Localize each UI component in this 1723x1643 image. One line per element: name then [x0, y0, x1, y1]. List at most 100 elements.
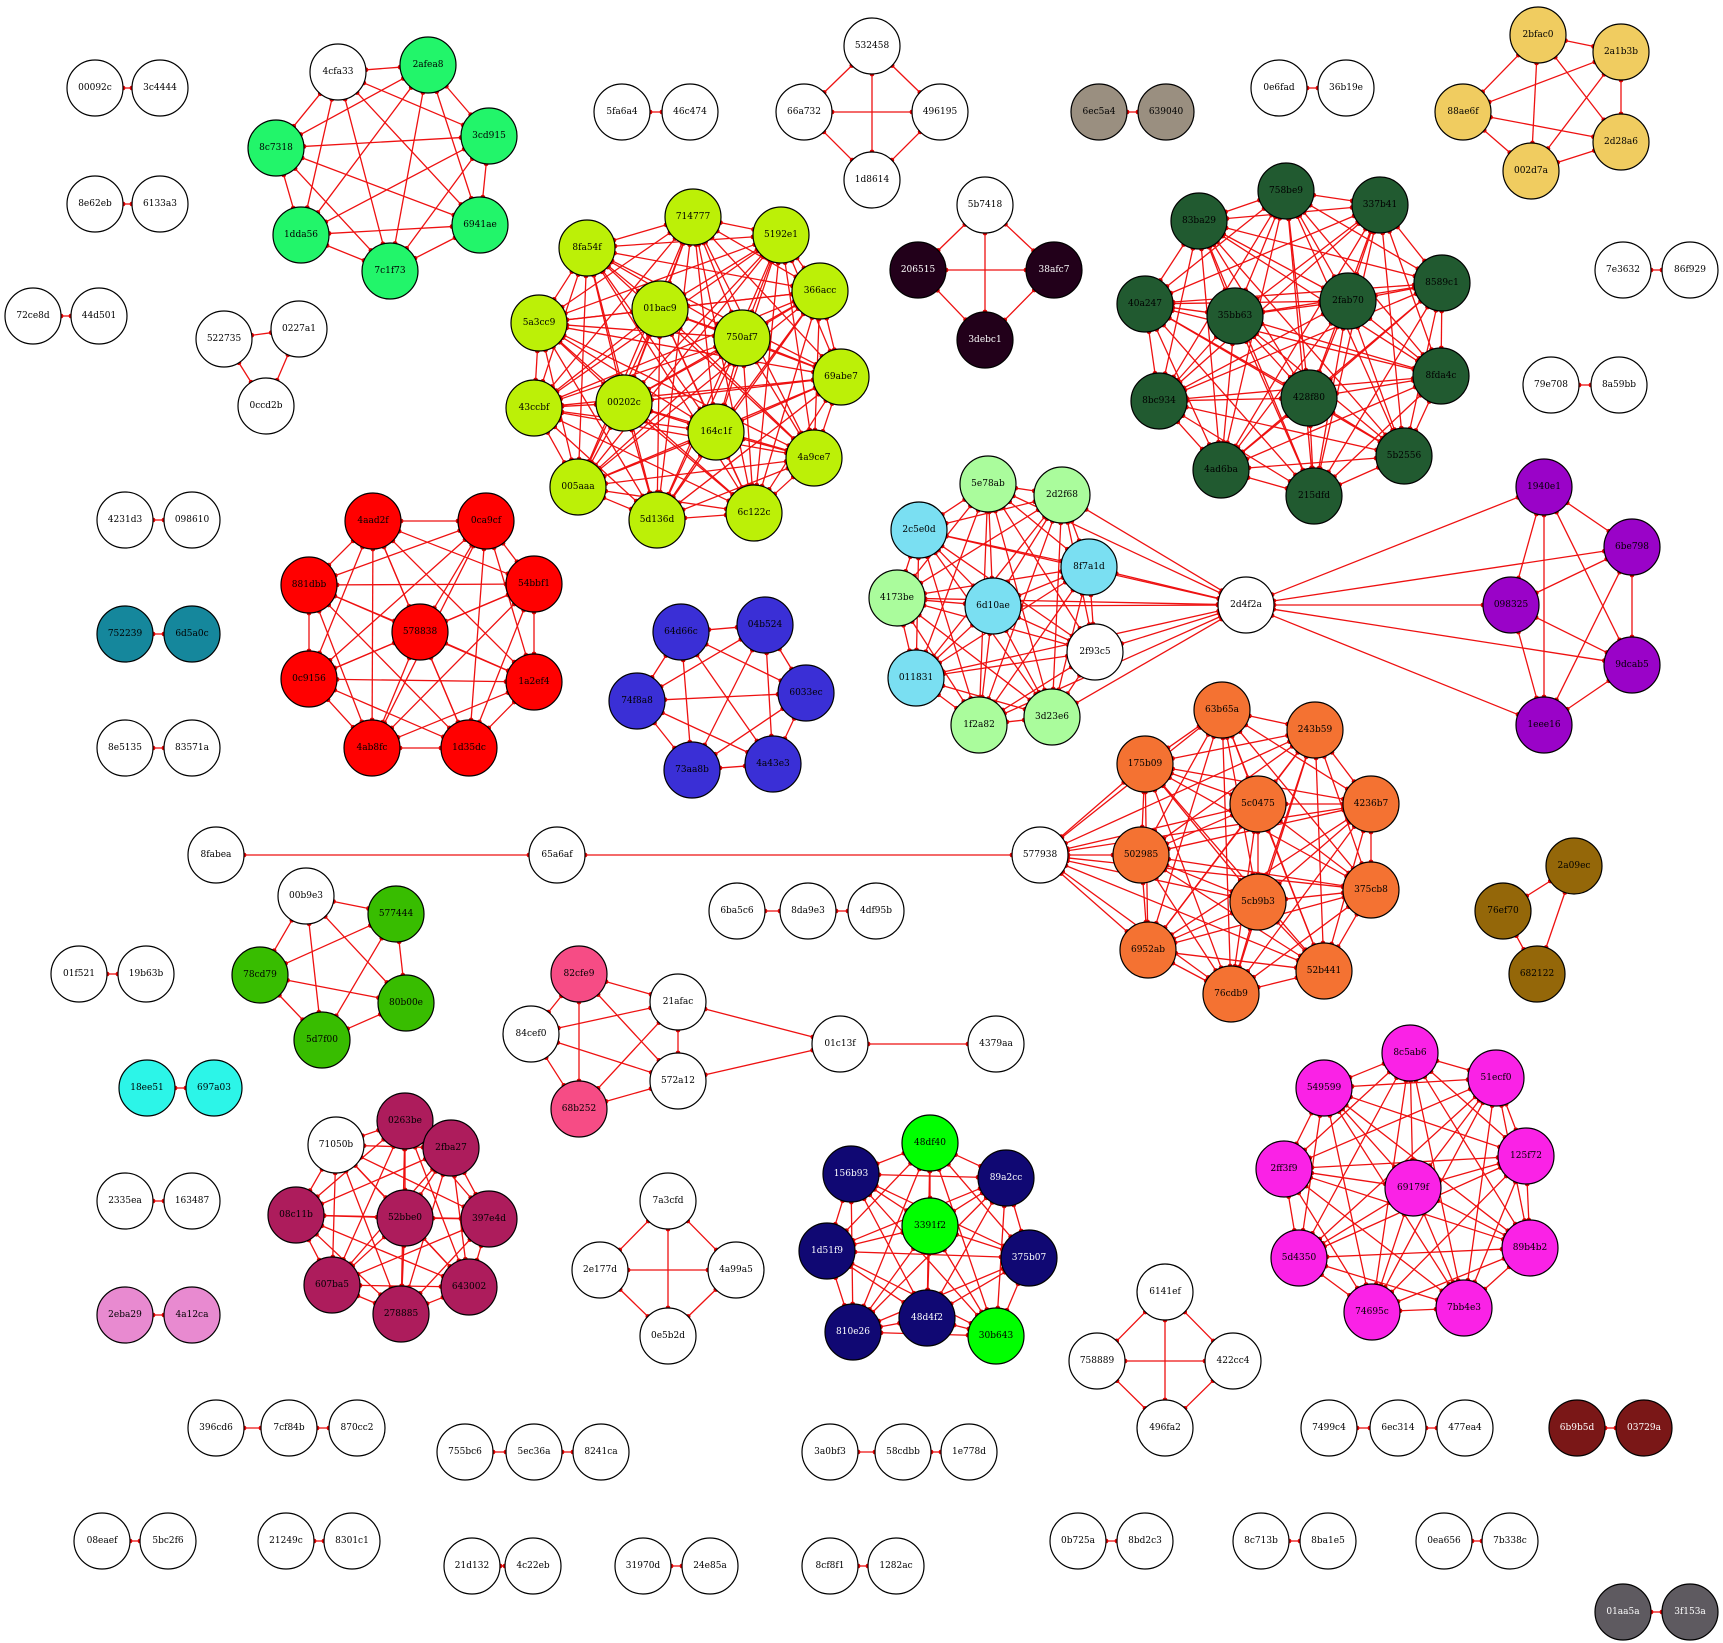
node-4a99a5[interactable]: 4a99a5 — [707, 1241, 765, 1299]
node-66a732[interactable]: 66a732 — [775, 83, 833, 141]
node-098325[interactable]: 098325 — [1482, 576, 1540, 634]
node-8e62eb[interactable]: 8e62eb — [66, 175, 124, 233]
node-8c713b[interactable]: 8c713b — [1232, 1512, 1290, 1570]
node-80b00e[interactable]: 80b00e — [377, 974, 435, 1032]
node-5d4350[interactable]: 5d4350 — [1270, 1229, 1328, 1287]
node-4ad6ba[interactable]: 4ad6ba — [1192, 441, 1250, 499]
node-1e778d[interactable]: 1e778d — [940, 1423, 998, 1481]
node-63b65a[interactable]: 63b65a — [1193, 681, 1251, 739]
node-7b338c[interactable]: 7b338c — [1481, 1512, 1539, 1570]
node-2afea8[interactable]: 2afea8 — [399, 36, 457, 94]
node-00092c[interactable]: 00092c — [66, 59, 124, 117]
node-00b9e3[interactable]: 00b9e3 — [277, 867, 335, 925]
node-496fa2[interactable]: 496fa2 — [1136, 1399, 1194, 1457]
node-01f521[interactable]: 01f521 — [50, 945, 108, 1003]
node-51ecf0[interactable]: 51ecf0 — [1467, 1049, 1525, 1107]
node-6d5a0c[interactable]: 6d5a0c — [163, 605, 221, 663]
node-278885[interactable]: 278885 — [372, 1285, 430, 1343]
node-4a43e3[interactable]: 4a43e3 — [744, 735, 802, 793]
node-164c1f[interactable]: 164c1f — [687, 403, 745, 461]
node-0ccd2b[interactable]: 0ccd2b — [237, 377, 295, 435]
node-7cf84b[interactable]: 7cf84b — [260, 1399, 318, 1457]
node-6b9b5d[interactable]: 6b9b5d — [1548, 1399, 1606, 1457]
node-46c474[interactable]: 46c474 — [661, 83, 719, 141]
node-3391f2[interactable]: 3391f2 — [901, 1197, 959, 1255]
node-2d2f68[interactable]: 2d2f68 — [1033, 466, 1091, 524]
node-428f80[interactable]: 428f80 — [1280, 369, 1338, 427]
node-7c1f73[interactable]: 7c1f73 — [361, 242, 419, 300]
node-79e708[interactable]: 79e708 — [1522, 356, 1580, 414]
node-4379aa[interactable]: 4379aa — [967, 1015, 1025, 1073]
node-83ba29[interactable]: 83ba29 — [1170, 192, 1228, 250]
node-643002[interactable]: 643002 — [440, 1258, 498, 1316]
node-8c7318[interactable]: 8c7318 — [247, 119, 305, 177]
node-6ec314[interactable]: 6ec314 — [1369, 1399, 1427, 1457]
node-2d4f2a[interactable]: 2d4f2a — [1217, 576, 1275, 634]
node-24e85a[interactable]: 24e85a — [681, 1537, 739, 1595]
node-2a1b3b[interactable]: 2a1b3b — [1592, 23, 1650, 81]
node-21d132[interactable]: 21d132 — [443, 1537, 501, 1595]
node-21afac[interactable]: 21afac — [649, 973, 707, 1031]
node-422cc4[interactable]: 422cc4 — [1204, 1332, 1262, 1390]
node-1f2a82[interactable]: 1f2a82 — [950, 696, 1008, 754]
node-3f153a[interactable]: 3f153a — [1661, 1583, 1719, 1641]
node-71050b[interactable]: 71050b — [307, 1116, 365, 1174]
node-1940e1[interactable]: 1940e1 — [1515, 458, 1573, 516]
node-40a247[interactable]: 40a247 — [1116, 275, 1174, 333]
node-35bb63[interactable]: 35bb63 — [1206, 287, 1264, 345]
node-7e3632[interactable]: 7e3632 — [1594, 241, 1652, 299]
node-502985[interactable]: 502985 — [1112, 826, 1170, 884]
node-82cfe9[interactable]: 82cfe9 — [550, 945, 608, 1003]
node-2d28a6[interactable]: 2d28a6 — [1592, 113, 1650, 171]
node-7bb4e3[interactable]: 7bb4e3 — [1435, 1279, 1493, 1337]
node-522735[interactable]: 522735 — [195, 310, 253, 368]
node-2a09ec[interactable]: 2a09ec — [1545, 837, 1603, 895]
node-5b7418[interactable]: 5b7418 — [956, 176, 1014, 234]
node-5e78ab[interactable]: 5e78ab — [959, 455, 1017, 513]
node-7499c4[interactable]: 7499c4 — [1300, 1399, 1358, 1457]
node-01bac9[interactable]: 01bac9 — [631, 280, 689, 338]
node-08c11b[interactable]: 08c11b — [267, 1186, 325, 1244]
node-755bc6[interactable]: 755bc6 — [436, 1423, 494, 1481]
node-714777[interactable]: 714777 — [664, 188, 722, 246]
node-4df95b[interactable]: 4df95b — [847, 882, 905, 940]
node-163487[interactable]: 163487 — [163, 1172, 221, 1230]
node-011831[interactable]: 011831 — [887, 649, 945, 707]
node-4a9ce7[interactable]: 4a9ce7 — [785, 429, 843, 487]
node-1eee16[interactable]: 1eee16 — [1515, 696, 1573, 754]
node-58cdbb[interactable]: 58cdbb — [874, 1423, 932, 1481]
node-38afc7[interactable]: 38afc7 — [1025, 241, 1083, 299]
node-8589c1[interactable]: 8589c1 — [1413, 254, 1471, 312]
node-01c13f[interactable]: 01c13f — [811, 1015, 869, 1073]
node-8fabea[interactable]: 8fabea — [187, 826, 245, 884]
node-8f7a1d[interactable]: 8f7a1d — [1060, 538, 1118, 596]
node-4173be[interactable]: 4173be — [868, 569, 926, 627]
node-88ae6f[interactable]: 88ae6f — [1434, 83, 1492, 141]
node-84cef0[interactable]: 84cef0 — [502, 1005, 560, 1063]
node-76ef70[interactable]: 76ef70 — [1474, 882, 1532, 940]
node-5fa6a4[interactable]: 5fa6a4 — [593, 83, 651, 141]
node-5ec36a[interactable]: 5ec36a — [505, 1423, 563, 1481]
node-8ba1e5[interactable]: 8ba1e5 — [1299, 1512, 1357, 1570]
node-76cdb9[interactable]: 76cdb9 — [1202, 965, 1260, 1023]
node-5192e1[interactable]: 5192e1 — [752, 206, 810, 264]
node-215dfd[interactable]: 215dfd — [1285, 467, 1343, 525]
node-8fa54f[interactable]: 8fa54f — [558, 219, 616, 277]
node-48df40[interactable]: 48df40 — [901, 1114, 959, 1172]
node-243b59[interactable]: 243b59 — [1286, 701, 1344, 759]
node-0227a1[interactable]: 0227a1 — [270, 300, 328, 358]
node-5d7f00[interactable]: 5d7f00 — [293, 1011, 351, 1069]
node-6033ec[interactable]: 6033ec — [777, 664, 835, 722]
node-8bc934[interactable]: 8bc934 — [1130, 372, 1188, 430]
node-00202c[interactable]: 00202c — [595, 374, 653, 432]
node-375cb8[interactable]: 375cb8 — [1342, 861, 1400, 919]
node-3c4444[interactable]: 3c4444 — [131, 59, 189, 117]
node-1d51f9[interactable]: 1d51f9 — [798, 1222, 856, 1280]
node-65a6af[interactable]: 65a6af — [528, 826, 586, 884]
node-3cd915[interactable]: 3cd915 — [460, 107, 518, 165]
node-5d136d[interactable]: 5d136d — [628, 491, 686, 549]
node-83571a[interactable]: 83571a — [163, 719, 221, 777]
node-005aaa[interactable]: 005aaa — [549, 458, 607, 516]
node-6ec5a4[interactable]: 6ec5a4 — [1070, 83, 1128, 141]
node-48d4f2[interactable]: 48d4f2 — [898, 1289, 956, 1347]
